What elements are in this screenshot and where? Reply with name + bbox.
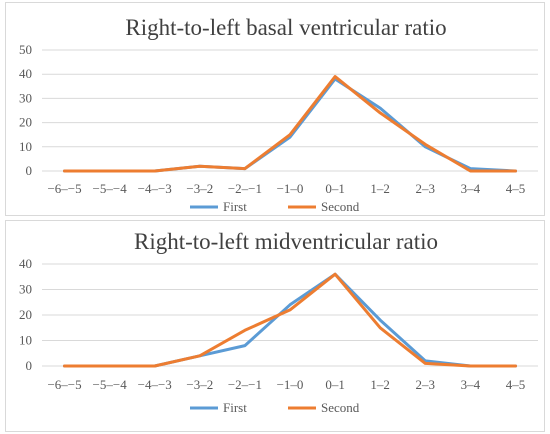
x-tick-label: −1–0 — [277, 181, 304, 196]
x-tick-label: 2–3 — [416, 377, 436, 392]
legend-label-second: Second — [321, 199, 360, 214]
x-tick-label: 4–5 — [506, 181, 526, 196]
x-tick-label: 1–2 — [370, 181, 390, 196]
chart-title: Right-to-left midventricular ratio — [134, 229, 438, 254]
x-tick-label: 0–1 — [325, 377, 345, 392]
x-tick-label: −6–−5 — [47, 181, 81, 196]
x-tick-label: −5–−4 — [93, 377, 128, 392]
series-line-second — [63, 272, 517, 368]
x-tick-label: 3–4 — [461, 377, 481, 392]
y-tick-label: 10 — [19, 139, 32, 154]
x-tick-label: −3–2 — [186, 377, 213, 392]
y-tick-label: 0 — [26, 358, 33, 373]
chart-title: Right-to-left basal ventricular ratio — [125, 15, 446, 40]
x-tick-label: −6–−5 — [47, 377, 81, 392]
y-tick-label: 30 — [19, 90, 32, 105]
y-tick-label: 20 — [19, 307, 32, 322]
y-tick-label: 40 — [19, 66, 32, 81]
legend-label-first: First — [223, 199, 247, 214]
y-tick-label: 20 — [19, 115, 32, 130]
y-tick-label: 30 — [19, 282, 32, 297]
y-tick-label: 50 — [19, 42, 32, 57]
midventricular-ratio-chart-panel: Right-to-left midventricular ratio 0 10 20 3… — [5, 220, 545, 432]
basal-ratio-chart-panel: Right-to-left basal ventricular ratio 0 10… — [5, 2, 545, 216]
y-tick-label: 40 — [19, 256, 32, 271]
x-tick-label: −4–−3 — [138, 377, 172, 392]
legend-label-second: Second — [321, 400, 360, 415]
x-tick-label: 2–3 — [416, 181, 436, 196]
legend-label-first: First — [223, 400, 247, 415]
x-tick-label: −2–−1 — [228, 377, 262, 392]
x-tick-label: −4–−3 — [138, 181, 172, 196]
y-tick-label: 10 — [19, 333, 32, 348]
x-tick-label: −1–0 — [277, 377, 304, 392]
x-tick-label: −3–2 — [186, 181, 213, 196]
y-tick-label: 0 — [26, 163, 33, 178]
x-tick-label: 1–2 — [370, 377, 390, 392]
x-tick-label: 4–5 — [506, 377, 526, 392]
basal-ratio-chart: Right-to-left basal ventricular ratio 0 10… — [19, 15, 538, 214]
midventricular-ratio-chart: Right-to-left midventricular ratio 0 10 20 3… — [19, 229, 538, 415]
x-tick-label: 3–4 — [461, 181, 481, 196]
x-tick-label: 0–1 — [325, 181, 345, 196]
series-line-second — [63, 75, 517, 173]
x-tick-label: −5–−4 — [93, 181, 128, 196]
x-tick-label: −2–−1 — [228, 181, 262, 196]
series-line-first — [63, 272, 517, 368]
